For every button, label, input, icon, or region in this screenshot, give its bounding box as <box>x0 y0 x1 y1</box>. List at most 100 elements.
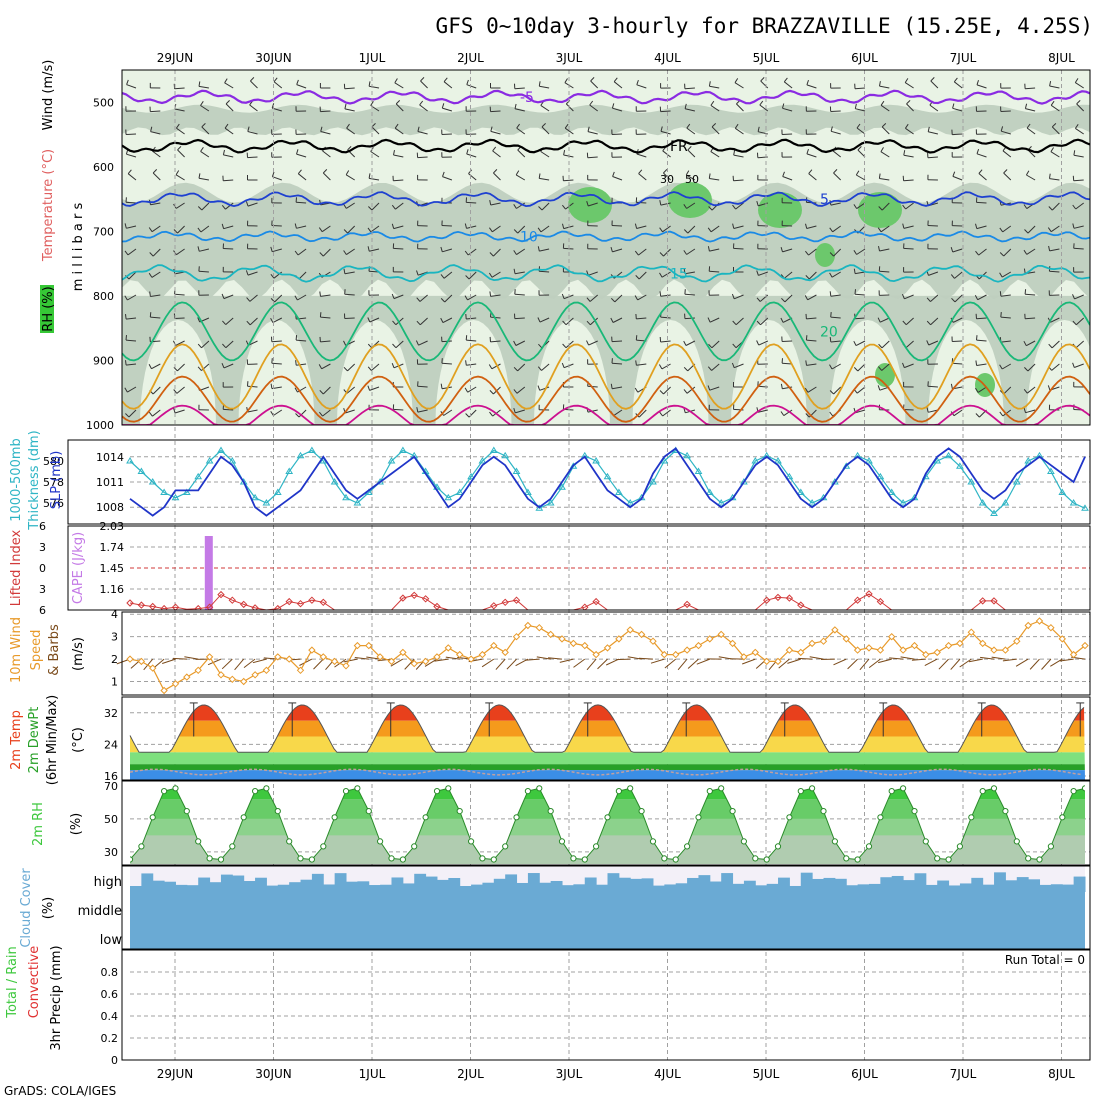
wind10m-speed-point <box>819 637 828 645</box>
pressure-axis-label: m i l l i b a r s <box>71 203 86 292</box>
rh2m-point <box>763 856 770 863</box>
rh2m-point <box>399 856 406 863</box>
thickness-point <box>1047 467 1055 474</box>
wind-barb <box>854 293 866 296</box>
wind-barb <box>371 126 380 135</box>
wind-barb-feather <box>659 272 663 278</box>
wind-barb-feather <box>902 204 906 210</box>
wind-barb-feather <box>611 103 615 109</box>
wind-barb <box>297 294 307 301</box>
wind-barb-feather <box>930 77 935 82</box>
thickness-point <box>467 472 475 480</box>
wind10m-speed-point <box>706 635 714 643</box>
date-label-top: 5JUL <box>753 51 780 65</box>
wind-barb-feather <box>610 297 616 303</box>
cloud-high-bar <box>562 885 574 892</box>
cloud-level-tick: low <box>100 933 123 948</box>
wind-barb <box>590 317 599 326</box>
lifted-index-point <box>978 597 987 605</box>
cape-label: CAPE (J/kg) <box>71 532 86 604</box>
wind-barb <box>369 317 380 323</box>
lifted-index-point <box>592 597 600 606</box>
thickness-point <box>717 499 726 506</box>
wind-barb-feather <box>370 101 374 106</box>
wind-barb <box>904 82 914 89</box>
wind-barb-feather <box>464 295 468 301</box>
wind-barb-feather <box>926 340 930 346</box>
wind10m-speed-point <box>137 657 146 666</box>
wind-barb-feather <box>152 169 158 174</box>
wind-barb <box>514 271 525 275</box>
wind-barb <box>174 87 185 90</box>
wind-barb <box>782 248 793 253</box>
cloud-high-bar <box>607 873 620 892</box>
wind-barb-feather <box>707 317 711 323</box>
wind-barb <box>1000 340 1011 343</box>
wind-barb-feather <box>1072 204 1077 210</box>
cloud-high-bar <box>755 885 768 892</box>
wind-barb-feather <box>221 293 225 299</box>
wind-barb <box>587 409 598 413</box>
wind-barb-feather <box>999 227 1004 233</box>
wind-barb <box>514 317 525 320</box>
wind-barb <box>636 225 647 229</box>
wind10m-speed-point <box>967 628 976 636</box>
wind-barb-feather <box>877 317 881 323</box>
wind10m-speed-point <box>1058 635 1067 643</box>
wind-barb <box>249 317 258 326</box>
wind-barb-feather <box>513 204 517 209</box>
thickness-point <box>876 472 885 480</box>
thickness-point <box>160 488 168 495</box>
wind-barb <box>225 317 234 325</box>
wind-barb <box>441 362 452 365</box>
wind-barb-feather <box>906 100 911 105</box>
rh2m-point <box>490 856 497 863</box>
wind-barb-feather <box>513 340 517 346</box>
wind-barb-feather <box>857 146 862 151</box>
date-label-bottom: 8JUL <box>1048 1067 1075 1081</box>
wind-barb <box>127 386 137 393</box>
panel-frame <box>121 949 1091 1061</box>
rh2m-point <box>968 814 975 821</box>
wind-barb <box>393 408 404 411</box>
wind10m-barb <box>481 658 495 668</box>
wind10m-barb <box>536 656 551 660</box>
isotherm-5 <box>122 191 1090 208</box>
wind10m-speed-point <box>922 650 930 659</box>
wind10m-barb <box>878 658 892 664</box>
wind-barb <box>1003 386 1012 395</box>
wind-barb-feather <box>343 250 347 255</box>
isotherm-label-15: 15 <box>670 266 688 282</box>
wind-barb <box>466 153 477 158</box>
wind10m-barb <box>638 657 654 660</box>
wind-barb <box>150 294 161 297</box>
wind-barb <box>760 80 769 89</box>
wind10m-speed-point <box>865 644 873 652</box>
wind-barb-feather <box>586 201 589 207</box>
wind-barb <box>466 225 477 229</box>
wind-barb-feather <box>610 383 613 389</box>
temp-tick: 24 <box>104 738 118 751</box>
lifted-tick: 3 <box>39 583 46 596</box>
wind-barb-feather <box>538 343 543 349</box>
wind-barb-feather <box>685 170 690 176</box>
wind10m-speed-point <box>285 655 293 663</box>
wind-barb <box>952 248 963 253</box>
wind-barb-feather <box>296 149 299 155</box>
rh2m-point <box>672 856 679 863</box>
wind-barb <box>442 176 453 181</box>
thickness-point <box>956 462 964 469</box>
wind-barb <box>638 173 647 181</box>
wind-barb-feather <box>271 103 275 109</box>
wind-barb-feather <box>683 204 688 209</box>
wind-barb-feather <box>246 297 251 302</box>
cloud-high-bar <box>311 873 324 892</box>
wind-barb <box>493 172 501 181</box>
wind10m-tick: 2 <box>111 653 118 666</box>
wind-barb-feather <box>271 171 275 177</box>
cloud-high-bar <box>709 881 722 892</box>
rh2m-point <box>934 855 941 862</box>
wind-barb-feather <box>515 170 520 176</box>
wind-barb <box>297 248 307 256</box>
wind-barb <box>954 271 963 279</box>
